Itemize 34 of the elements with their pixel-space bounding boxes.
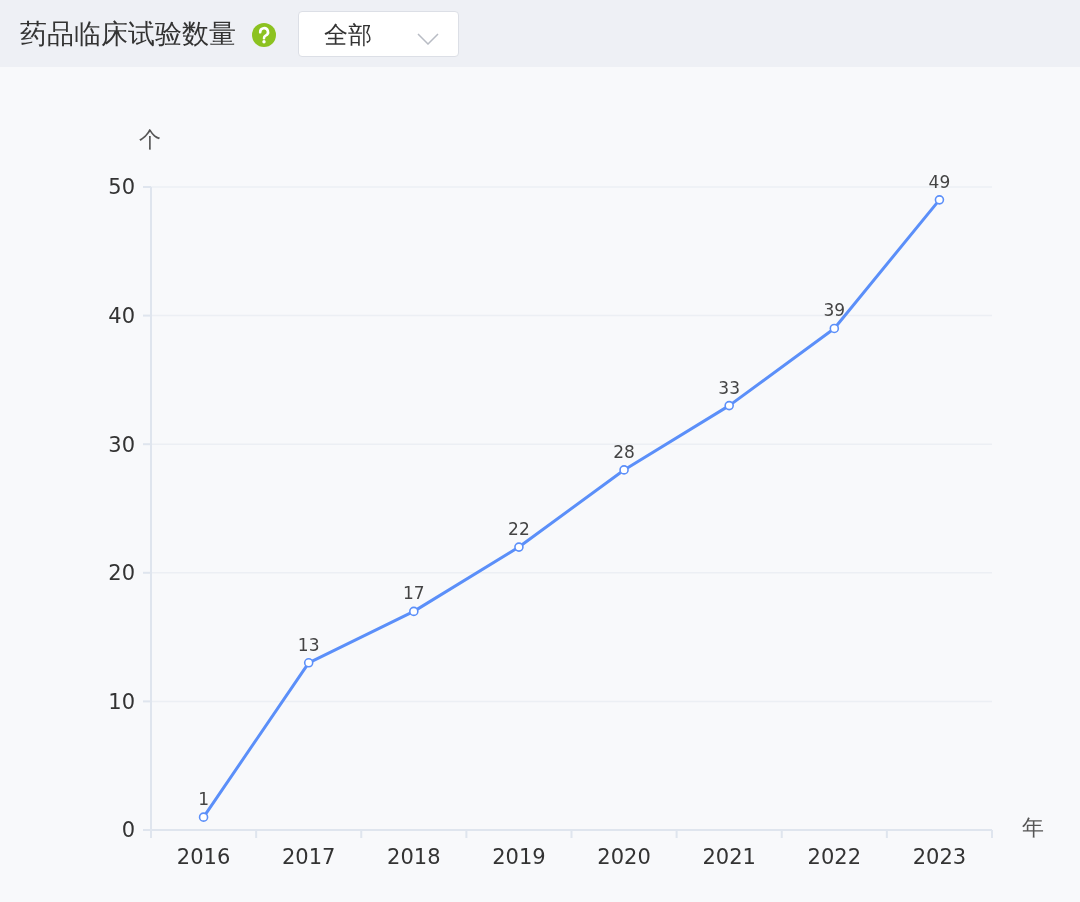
y-tick-label: 30: [108, 432, 135, 457]
x-tick-label: 2022: [807, 845, 862, 869]
y-tick-label: 40: [108, 304, 135, 329]
x-tick-label: 2018: [387, 845, 441, 869]
x-tick-label: 2019: [492, 845, 546, 869]
point: [198, 812, 209, 822]
point: [934, 195, 945, 205]
data-label: 17: [402, 583, 425, 604]
x-tick-label: 2021: [702, 845, 756, 869]
y-tick-label: 0: [121, 818, 135, 843]
data-label: 1: [198, 789, 209, 810]
data-label: 28: [613, 441, 635, 462]
x-tick-label: 2016: [176, 845, 231, 869]
x-tick-label: 2023: [912, 845, 967, 869]
x-axis-title: 年: [1022, 814, 1044, 842]
x-tick-label: 2020: [597, 845, 651, 869]
data-label: 33: [718, 377, 741, 398]
y-axis-title: 个: [139, 126, 161, 154]
chart-title: 药品临床试验数量: [20, 17, 236, 51]
data-label: 39: [823, 300, 846, 321]
point: [829, 323, 840, 334]
point: [303, 658, 314, 668]
data-label: 13: [297, 634, 320, 655]
y-tick-label: 10: [108, 689, 135, 714]
point: [619, 465, 629, 475]
point: [724, 400, 734, 411]
y-tick-label: 50: [108, 175, 135, 200]
point: [514, 542, 524, 552]
data-label: 22: [508, 519, 530, 540]
data-label: 49: [928, 171, 951, 192]
x-tick-label: 2017: [281, 845, 336, 869]
point: [409, 606, 419, 617]
dropdown: 全部: [298, 11, 459, 57]
y-tick-label: 20: [108, 561, 135, 586]
